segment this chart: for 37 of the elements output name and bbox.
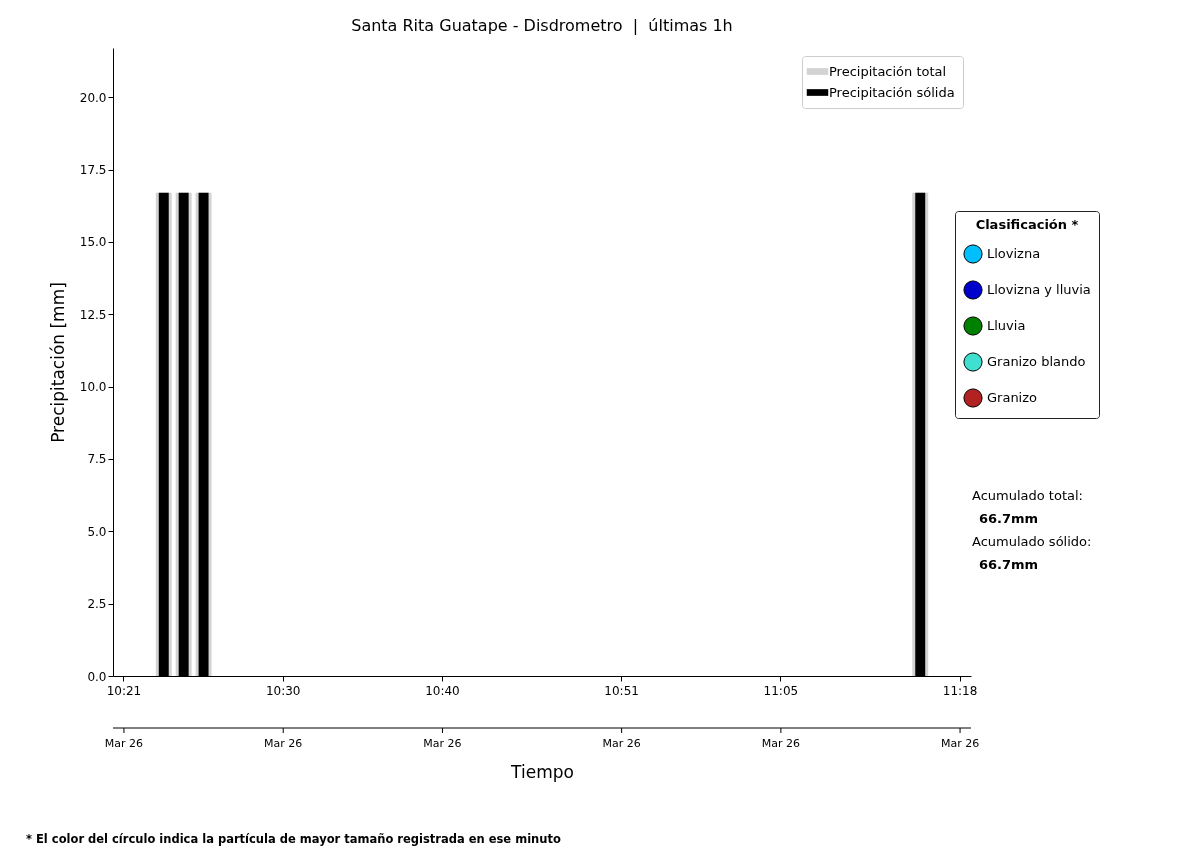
x-tick-label: 11:05 <box>763 683 799 698</box>
x-tick-label: 10:51 <box>604 683 639 698</box>
y-tick-label: 10.0 <box>79 380 107 395</box>
legend-label: Granizo <box>987 390 1038 405</box>
y-tick-label: 7.5 <box>87 452 107 467</box>
x-tick-label: 10:40 <box>425 683 460 698</box>
x-tick-label: 10:21 <box>106 683 142 698</box>
text: Mar 26 <box>940 737 980 750</box>
x-axis-title: Tiempo <box>510 761 574 782</box>
y-tick-label: 2.5 <box>87 597 107 612</box>
text: * El color del círculo indica la partícula de mayor tamaño registrada en ese minuto <box>26 832 561 846</box>
y-axis-title: Precipitación [mm] <box>47 282 68 443</box>
x-tick-label: 10:30 <box>265 683 301 698</box>
text: Mar 26 <box>761 737 801 750</box>
y-tick-label: 12.5 <box>79 307 107 322</box>
y-tick-label: 15.0 <box>79 235 107 250</box>
text: 66.7mm <box>979 557 1039 572</box>
legend-title: Clasificación * <box>975 217 1079 232</box>
text: Mar 26 <box>104 737 144 750</box>
text: Acumulado total: <box>972 488 1083 503</box>
y-tick-label: 17.5 <box>79 163 107 178</box>
legend-label: Precipitación total <box>829 63 947 79</box>
text: Mar 26 <box>602 737 641 750</box>
text: 66.7mm <box>979 511 1039 526</box>
x-tick-label: 11:18 <box>942 683 978 698</box>
legend-label: Llovizna y lluvia <box>987 282 1091 297</box>
text: Mar 26 <box>264 737 303 750</box>
y-tick-label: 5.0 <box>87 524 107 539</box>
text: Acumulado sólido: <box>972 534 1092 549</box>
legend-label: Granizo blando <box>987 354 1086 369</box>
legend-label: Precipitación sólida <box>829 84 955 100</box>
y-tick-label: 20.0 <box>79 90 107 105</box>
legend-label: Llovizna <box>987 246 1041 261</box>
chart-title: Santa Rita Guatape - Disdrometro | últimas 1h <box>351 16 733 35</box>
text: Mar 26 <box>423 737 462 750</box>
y-tick-label: 0.0 <box>87 669 107 684</box>
legend-label: Lluvia <box>987 318 1026 333</box>
